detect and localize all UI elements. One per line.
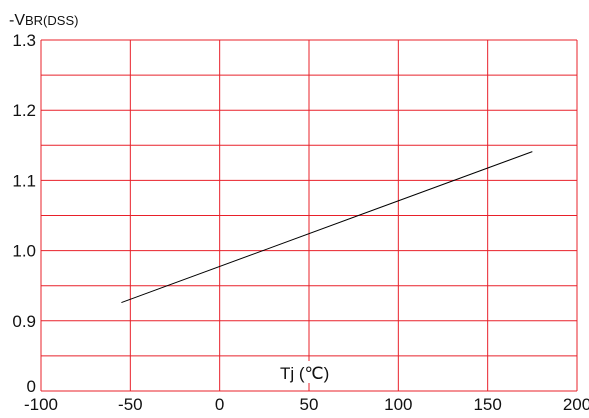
x-tick-label: 100: [384, 395, 412, 414]
y-axis-label-prefix: -V: [9, 12, 25, 29]
x-tick-label: 0: [215, 395, 224, 414]
y-tick-label: 0.9: [12, 312, 36, 331]
y-tick-label: 0: [27, 377, 36, 396]
x-axis-label: Tj (℃): [280, 364, 329, 383]
y-tick-label: 1.3: [12, 31, 36, 50]
x-tick-label: -100: [24, 395, 58, 414]
y-tick-label: 1.1: [12, 171, 36, 190]
y-axis-label-sub: BR(DSS): [25, 13, 78, 28]
x-tick-label: 200: [563, 395, 589, 414]
x-tick-label: 150: [473, 395, 501, 414]
y-tick-labels: 0 0.9 1.0 1.1 1.2 1.3: [12, 31, 36, 396]
x-tick-label: -50: [118, 395, 143, 414]
x-tick-labels: -100 -50 0 50 100 150 200: [24, 395, 589, 414]
y-tick-label: 1.2: [12, 101, 36, 120]
series-line: [121, 152, 532, 303]
x-tick-label: 50: [300, 395, 319, 414]
y-tick-label: 1.0: [12, 242, 36, 261]
grid: [41, 40, 577, 391]
series-line-path: [121, 152, 532, 303]
y-axis-label: -VBR(DSS): [9, 12, 78, 29]
